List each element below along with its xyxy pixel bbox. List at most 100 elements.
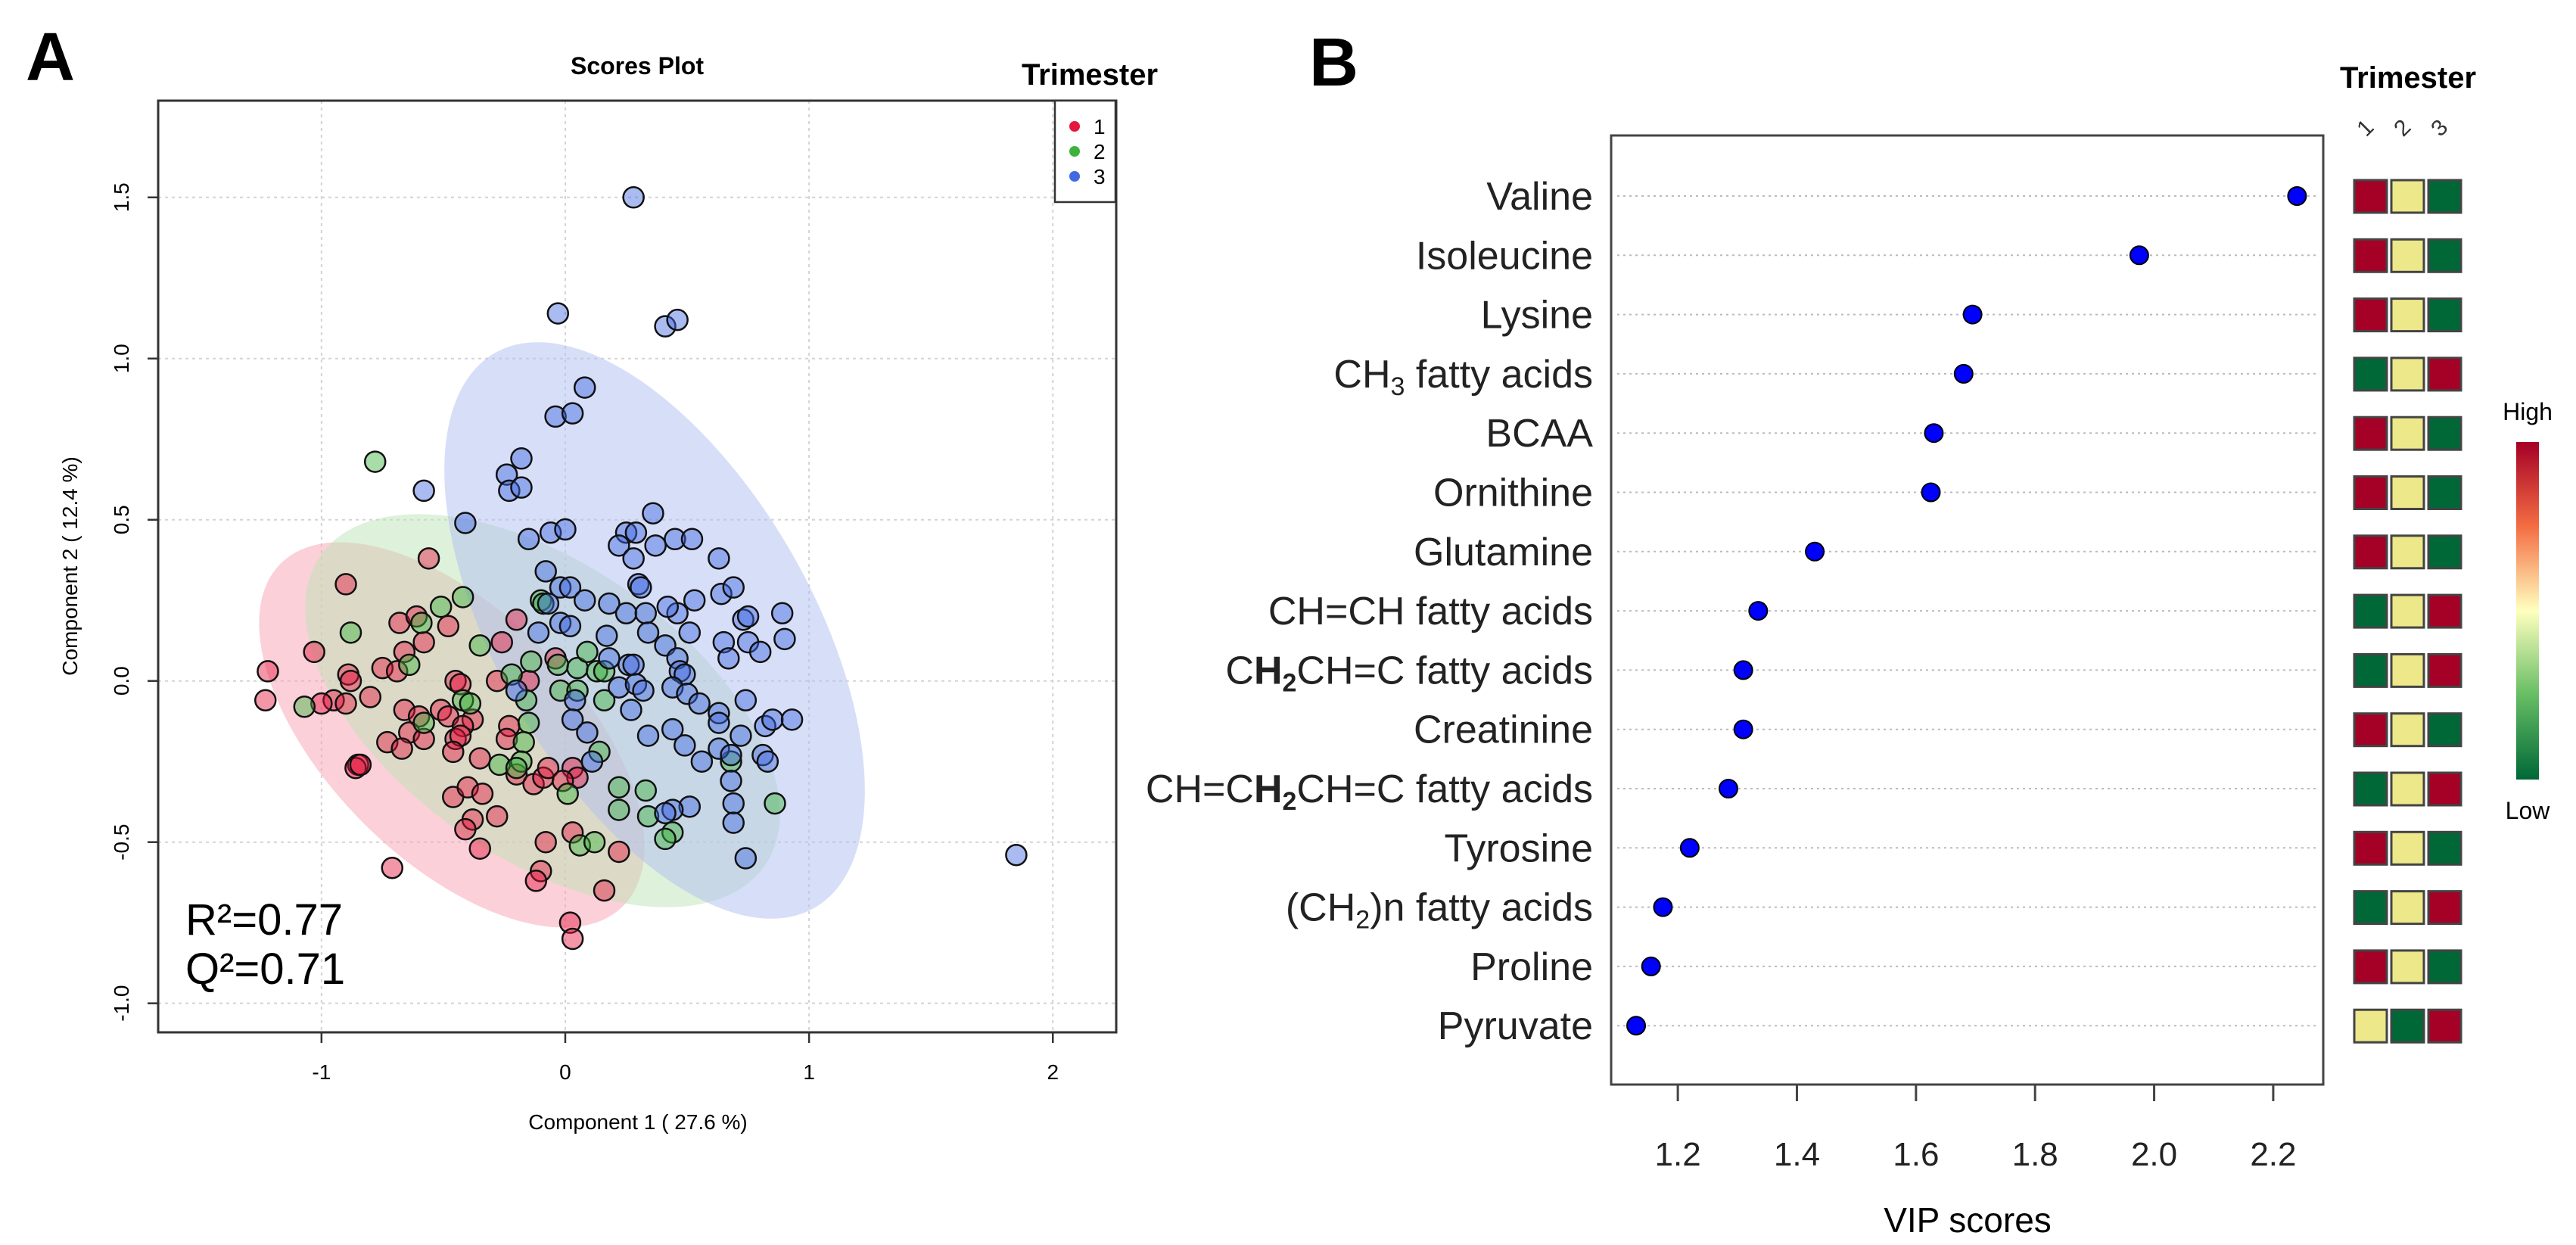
data-point-trimester-3 [710,582,733,605]
data-point-trimester-3 [564,689,586,712]
vip-row: CH3 fatty acids [1333,353,2462,401]
label-part: )n fatty acids [1370,886,1593,930]
data-point-trimester-2 [583,830,606,854]
data-point-trimester-3 [561,402,584,425]
data-point-trimester-2 [339,621,362,644]
heatmap-cell-trimester-3 [2427,890,2462,926]
data-point-trimester-2 [636,805,660,828]
data-point-trimester-1 [254,689,277,712]
data-point-trimester-1 [412,630,435,654]
heatmap-cell-trimester-2 [2390,534,2425,570]
data-point-trimester-1 [505,608,528,631]
vip-row: Isoleucine [1416,234,2462,278]
label-part: Valine [1486,175,1593,219]
heatmap-cell-trimester-2 [2390,771,2425,807]
data-point-trimester-2 [293,696,316,718]
heatmap-cell-trimester-1 [2353,830,2388,866]
metabolite-label: Tyrosine [1444,826,1593,870]
heatmap-cell-trimester-2 [2390,179,2425,214]
vip-row: CH=CH2CH=C fatty acids [1146,767,2462,816]
data-point-trimester-3 [722,811,745,834]
data-point-trimester-3 [748,640,772,664]
data-point-trimester-3 [412,479,435,503]
data-point-trimester-1 [551,770,574,792]
vip-row: Pyruvate [1438,1004,2462,1048]
data-point-trimester-2 [608,798,630,821]
vip-row: CH2CH=C fatty acids [1225,649,2462,697]
data-point-trimester-1 [442,740,465,764]
vip-point [1733,660,1753,680]
data-point-trimester-3 [734,689,758,712]
data-point-trimester-3 [537,592,560,615]
data-point-trimester-3 [770,602,794,625]
data-point-trimester-1 [608,840,630,864]
heatmap-cell-trimester-1 [2353,652,2388,688]
vip-point [1962,304,1983,325]
data-point-trimester-1 [486,805,509,828]
data-point-trimester-3 [654,801,677,825]
data-point-trimester-1 [471,783,494,805]
metabolite-label: CH2CH=C fatty acids [1225,649,1593,697]
metabolite-label: CH=CH fatty acids [1268,590,1593,633]
vip-row: Proline [1470,945,2462,989]
data-point-trimester-1 [537,756,560,780]
vip-row: CH=CH fatty acids [1268,590,2462,633]
heatmap-cell-trimester-2 [2390,475,2425,510]
legend-label-1: 1 [1094,115,1106,139]
vip-plot-frame [1610,134,2325,1086]
data-point-trimester-1 [390,737,413,760]
heatmap-cell-trimester-1 [2353,179,2388,214]
data-point-trimester-1 [468,837,491,860]
data-point-trimester-2 [488,753,511,777]
data-point-trimester-3 [642,502,664,524]
data-point-trimester-1 [558,911,582,934]
data-point-trimester-3 [517,528,540,551]
y-tick-label: -1.0 [110,985,133,1022]
metabolite-label: Pyruvate [1438,1004,1593,1048]
data-point-trimester-3 [630,576,652,599]
heatmap-cell-trimester-1 [2353,534,2388,570]
heatmap-cell-trimester-1 [2353,593,2388,629]
data-point-trimester-3 [656,595,680,618]
ellipse-trimester-3 [444,342,865,919]
label-part: H [1254,767,1283,811]
data-point-trimester-3 [617,653,640,677]
label-part: Pyruvate [1438,1004,1593,1048]
data-point-trimester-3 [722,576,745,599]
vip-point [1626,1016,1647,1036]
heatmap-cell-trimester-3 [2427,356,2462,392]
metabolite-label: Lysine [1481,294,1593,338]
data-point-trimester-3 [598,592,621,615]
heatmap-cell-trimester-3 [2427,712,2462,748]
heatmap-cell-trimester-1 [2353,712,2388,748]
label-part: 2 [1283,787,1297,816]
vip-point [1953,363,1974,384]
data-point-trimester-1 [257,660,279,683]
legend: 123 [1053,99,1117,204]
data-point-trimester-1 [561,927,584,951]
data-point-trimester-2 [517,711,540,734]
y-tick-label: -0.5 [110,824,133,861]
heatmap-cell-trimester-2 [2390,593,2425,629]
vip-point [2287,186,2307,206]
data-point-trimester-3 [720,743,742,767]
data-point-trimester-3 [708,547,730,570]
data-point-trimester-2 [505,756,528,780]
label-part: 2 [1355,906,1370,935]
data-point-trimester-1 [490,630,513,654]
data-point-trimester-1 [534,830,557,854]
label-part: 3 [1391,372,1405,401]
data-point-trimester-3 [780,708,804,731]
label-part: H [1254,649,1283,693]
data-point-trimester-3 [708,711,730,734]
metabolite-label: CH=CH2CH=C fatty acids [1146,767,1593,816]
data-point-trimester-3 [683,589,706,612]
data-point-trimester-2 [593,689,616,712]
colorbar-gradient [2516,442,2539,780]
heatmap-cell-trimester-3 [2427,238,2462,273]
data-point-trimester-3 [664,528,686,551]
heatmap-cell-trimester-1 [2353,1008,2388,1044]
vip-point [1718,779,1738,798]
